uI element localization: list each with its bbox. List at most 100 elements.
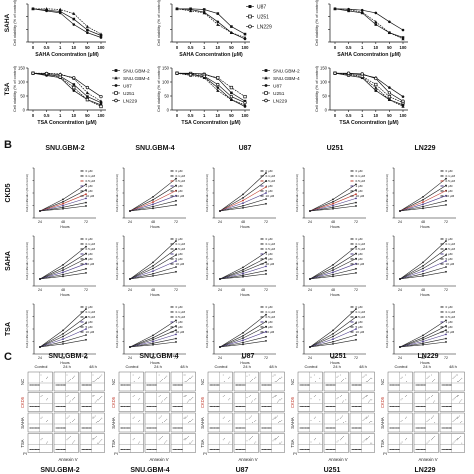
cell-dot <box>432 416 433 418</box>
cell-dot <box>30 406 32 407</box>
cell-dot <box>337 375 339 377</box>
legend-label: 10 μM <box>86 194 95 198</box>
cell-dot <box>217 449 219 450</box>
cell-dot <box>36 406 38 407</box>
cell-dot <box>395 406 397 407</box>
x-tick-label: 48 <box>241 356 245 360</box>
cell-dot <box>58 384 60 386</box>
cell-dot <box>164 399 166 401</box>
data-point <box>242 193 244 196</box>
cell-dot <box>337 418 339 420</box>
cell-dot <box>55 384 57 386</box>
x-axis-label: Hours <box>150 225 160 229</box>
x-tick-label: 24 <box>128 356 132 360</box>
cell-dot <box>305 384 307 386</box>
cell-dot <box>155 427 157 429</box>
cell-dot <box>328 427 330 429</box>
legend-label: 5 μM <box>176 257 183 261</box>
legend-label: 0.5 μM <box>446 179 456 183</box>
cell-dot <box>394 427 396 429</box>
data-point <box>216 22 220 26</box>
cell-dot <box>300 406 302 407</box>
data-point <box>445 325 447 327</box>
data-point <box>243 101 247 105</box>
cell-dot <box>85 449 87 450</box>
series-line <box>176 8 246 38</box>
data-point <box>152 203 154 206</box>
cell-dot <box>238 384 240 386</box>
row-label-saha: SAHA <box>4 13 11 32</box>
cell-dot <box>299 449 301 450</box>
x-axis-label: SAHA Concentration (μM) <box>35 52 99 58</box>
plot-frame <box>259 412 285 433</box>
cell-dot <box>445 406 447 407</box>
cell-dot <box>395 427 397 429</box>
cell-dot <box>58 427 60 429</box>
cell-dot <box>342 380 343 381</box>
cell-dot <box>31 406 33 407</box>
cell-dot <box>89 406 91 407</box>
data-point <box>202 74 206 78</box>
cell-dot <box>281 398 283 400</box>
legend-marker <box>351 331 353 333</box>
plot-frame <box>53 371 79 392</box>
cell-dot <box>394 406 396 407</box>
cell-dot <box>254 421 256 422</box>
cell-dot <box>304 449 306 450</box>
cell-dot <box>86 449 87 450</box>
cell-dot <box>223 416 225 418</box>
cell-dot <box>154 427 156 429</box>
cell-dot <box>132 417 134 419</box>
cell-dot <box>394 449 396 450</box>
cell-dot <box>397 427 399 429</box>
legend-label: 1 μM <box>356 252 363 256</box>
legend-marker <box>441 185 443 187</box>
cell-dot <box>367 438 368 440</box>
plot-frame <box>297 433 323 453</box>
y-tick-label: 150 <box>320 66 328 71</box>
data-point <box>242 334 244 337</box>
plot-frame <box>323 392 349 412</box>
plot-frame <box>118 392 144 412</box>
cell-dot <box>183 439 185 441</box>
cell-dot <box>72 421 73 422</box>
cell-dot <box>421 406 423 407</box>
cell-dot <box>351 449 353 450</box>
data-point <box>175 184 177 187</box>
plot-frame <box>53 412 79 433</box>
cell-dot <box>241 406 243 407</box>
cell-dot <box>37 406 39 407</box>
cell-dot <box>341 438 342 440</box>
cell-dot <box>240 384 242 386</box>
cell-dot <box>433 380 434 381</box>
cell-dot <box>370 421 372 422</box>
legend-label: 0.5 μM <box>176 179 186 183</box>
data-point <box>230 98 233 101</box>
cell-dot <box>422 449 424 450</box>
data-point <box>401 104 405 108</box>
cell-dot <box>269 406 271 407</box>
legend-label: 10 μM <box>266 330 275 334</box>
x-tick-label: 72 <box>174 288 178 292</box>
cell-dot <box>415 384 417 386</box>
cell-dot <box>362 420 364 421</box>
data-point <box>72 83 76 86</box>
row-label-ckd5: CKD5 <box>5 183 12 202</box>
cell-dot <box>128 427 130 429</box>
cell-dot <box>269 449 271 450</box>
legend-label: 0.1 μM <box>356 310 366 314</box>
y-axis-label: Cell proliferation (% of control) <box>25 174 29 212</box>
cell-dot <box>351 427 353 429</box>
legend-marker <box>261 185 263 187</box>
legend-marker <box>351 253 353 255</box>
cell-dot <box>66 417 68 419</box>
row-label: SAHA <box>111 417 116 429</box>
x-tick-label: 24 <box>398 356 402 360</box>
cell-dot <box>174 427 176 429</box>
flow-plot <box>297 412 323 433</box>
legend-marker <box>171 175 173 177</box>
series-line <box>334 72 404 106</box>
timepoint-label: Control <box>215 364 228 369</box>
cell-dot <box>325 384 327 386</box>
data-point <box>374 20 378 24</box>
